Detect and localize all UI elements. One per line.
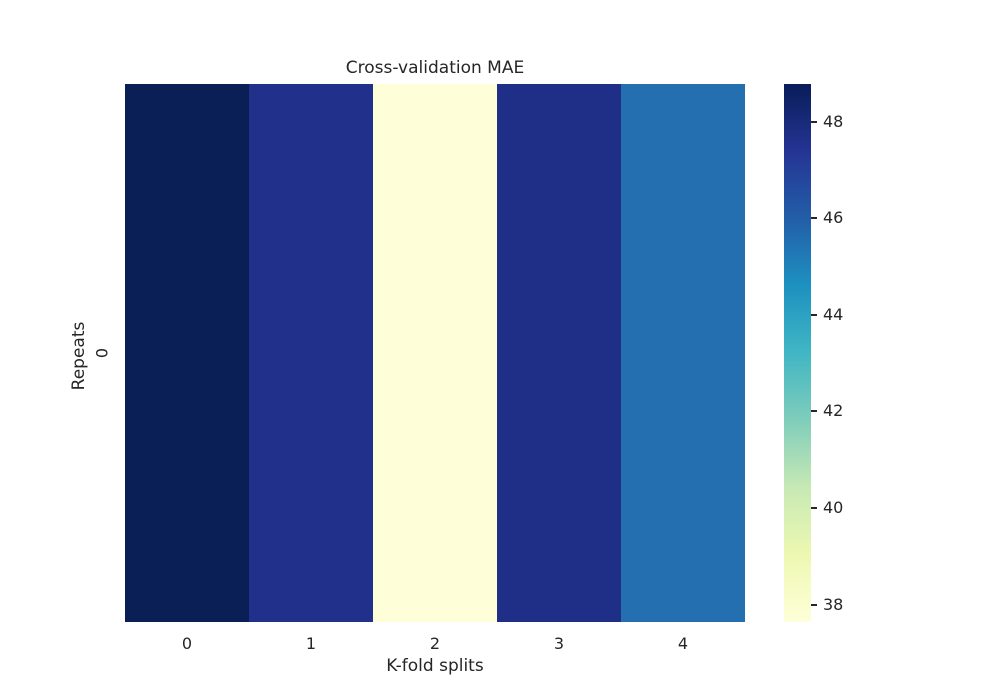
colorbar-tick-mark bbox=[811, 121, 817, 123]
colorbar-tick-mark bbox=[811, 604, 817, 606]
heatmap-cell bbox=[249, 84, 373, 622]
heatmap-cell bbox=[497, 84, 621, 622]
colorbar-tick-label: 40 bbox=[823, 498, 844, 517]
colorbar-tick-label: 46 bbox=[823, 208, 844, 227]
x-tick-label: 1 bbox=[305, 634, 317, 653]
colorbar-tick-label: 48 bbox=[823, 112, 844, 131]
heatmap-cell bbox=[373, 84, 497, 622]
colorbar-tick-label: 42 bbox=[823, 401, 844, 420]
x-tick-label: 4 bbox=[677, 634, 689, 653]
colorbar-tick-mark bbox=[811, 217, 817, 219]
chart-title: Cross-validation MAE bbox=[345, 58, 525, 78]
colorbar-tick-label: 44 bbox=[823, 305, 844, 324]
x-tick-label: 3 bbox=[553, 634, 565, 653]
colorbar bbox=[784, 84, 811, 622]
colorbar-tick-mark bbox=[811, 314, 817, 316]
colorbar-tick-mark bbox=[811, 410, 817, 412]
x-tick-label: 2 bbox=[429, 634, 441, 653]
colorbar-tick-label: 38 bbox=[823, 595, 844, 614]
y-tick-label: 0 bbox=[92, 347, 112, 359]
x-axis-label: K-fold splits bbox=[386, 656, 484, 676]
y-axis-label: Repeats bbox=[69, 321, 89, 391]
heatmap-cell bbox=[621, 84, 745, 622]
heatmap-grid bbox=[125, 84, 745, 622]
heatmap-cell bbox=[125, 84, 249, 622]
colorbar-tick-mark bbox=[811, 507, 817, 509]
x-tick-label: 0 bbox=[181, 634, 193, 653]
